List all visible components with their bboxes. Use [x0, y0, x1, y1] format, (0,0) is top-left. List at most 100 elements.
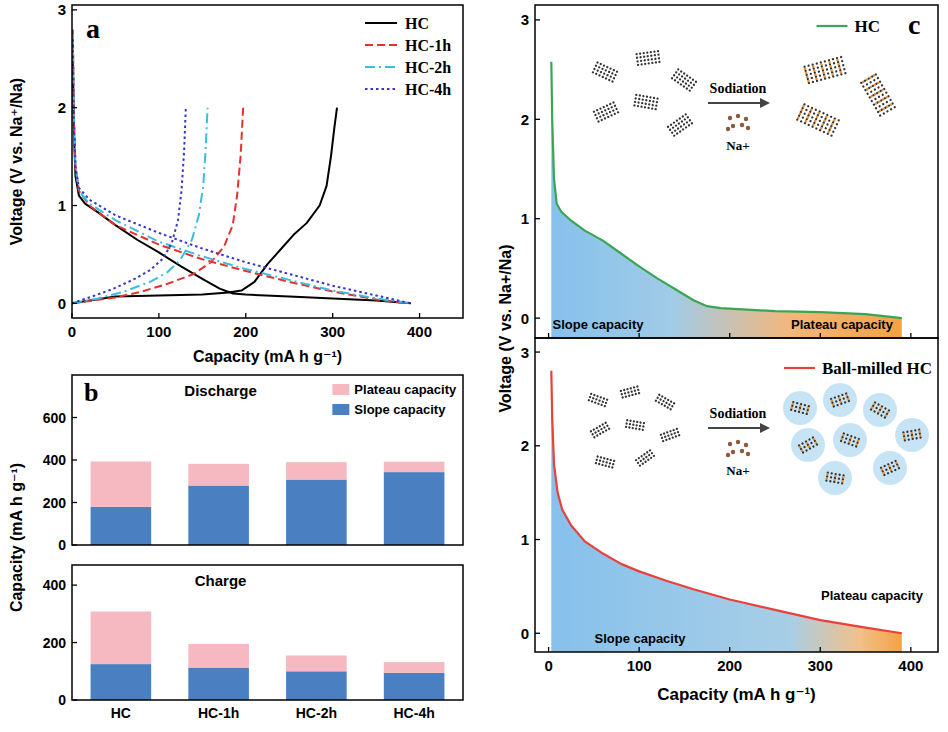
carbon-atom [647, 58, 650, 61]
carbon-atom [602, 64, 605, 67]
sei-halo [863, 393, 897, 427]
carbon-atom [868, 96, 871, 99]
carbon-atom [835, 123, 838, 126]
carbon-layers [625, 419, 646, 431]
carbon-atom [638, 392, 641, 395]
bar-segment [286, 462, 347, 479]
carbon-atom [664, 435, 667, 438]
carbon-atom [683, 72, 686, 75]
plot-frame [72, 375, 463, 545]
carbon-atom [595, 72, 598, 75]
legend-swatch [332, 404, 349, 415]
carbon-atom [843, 68, 846, 71]
carbon-atom [870, 408, 873, 411]
carbon-atom [593, 394, 596, 397]
carbon-atom [641, 462, 644, 465]
carbon-atom [608, 465, 611, 468]
carbon-atom [638, 98, 641, 101]
carbon-atom [876, 76, 879, 79]
carbon-atom [594, 401, 597, 404]
carbon-atom [607, 107, 610, 110]
carbon-atom [592, 110, 595, 113]
carbon-atom [825, 479, 828, 482]
carbon-atom [610, 114, 613, 117]
y-tick-label: 400 [43, 577, 67, 593]
carbon-atom [824, 77, 827, 80]
sodium-ion [731, 450, 735, 454]
carbon-atom [676, 127, 679, 130]
carbon-atom [642, 457, 645, 460]
carbon-atom [609, 103, 612, 106]
carbon-atom [596, 69, 599, 72]
carbon-atom [649, 100, 652, 103]
carbon-atom [639, 52, 642, 55]
carbon-layers [592, 101, 619, 123]
carbon-atom [670, 77, 673, 80]
carbon-layers [635, 50, 660, 66]
carbon-atom [667, 398, 670, 401]
carbon-atom [626, 419, 629, 422]
carbon-atom [608, 78, 611, 81]
carbon-atom [865, 83, 868, 86]
carbon-atom [666, 431, 669, 434]
carbon-atom [672, 402, 675, 405]
carbon-atom [638, 464, 641, 467]
carbon-atom [803, 404, 806, 407]
carbon-atom [845, 437, 848, 440]
carbon-atom [634, 97, 637, 100]
carbon-atom [819, 74, 822, 77]
carbon-atom [795, 406, 798, 409]
sei-halo [833, 423, 867, 457]
sodium-ion [740, 449, 744, 453]
carbon-atom [637, 64, 640, 67]
carbon-atom [890, 470, 893, 473]
carbon-atom [885, 91, 888, 94]
carbon-atom [658, 57, 661, 60]
carbon-atom [890, 108, 893, 111]
carbon-atom [679, 83, 682, 86]
x-tick-label: 300 [320, 323, 345, 340]
carbon-atom [646, 451, 649, 454]
carbon-atom [612, 463, 615, 466]
carbon-atom [625, 422, 628, 425]
carbon-atom [805, 413, 808, 416]
carbon-atom [605, 401, 608, 404]
carbon-atom [606, 66, 609, 69]
carbon-atom [604, 464, 607, 467]
carbon-atom [846, 433, 849, 436]
carbon-atom [840, 402, 843, 405]
carbon-atom [599, 115, 602, 118]
carbon-atom [656, 396, 659, 399]
carbon-layers [902, 428, 922, 441]
carbon-atom [803, 445, 806, 448]
carbon-atom [626, 388, 629, 391]
carbon-atom [591, 433, 594, 436]
carbon-atom [662, 400, 665, 403]
carbon-atom [594, 431, 597, 434]
carbon-atom [598, 425, 601, 428]
bar-segment [188, 668, 249, 700]
carbon-atom [635, 427, 638, 430]
carbon-atom [893, 106, 896, 109]
carbon-layers [790, 401, 811, 416]
carbon-atom [642, 95, 645, 98]
carbon-atom [673, 74, 676, 77]
carbon-atom [894, 468, 897, 471]
carbon-atom [652, 100, 655, 103]
carbon-layers [595, 455, 616, 469]
carbon-atom [840, 56, 843, 59]
carbon-atom [633, 104, 636, 107]
carbon-atom [596, 61, 599, 64]
carbon-atom [648, 453, 651, 456]
carbon-atom [643, 59, 646, 62]
carbon-atom [915, 437, 918, 440]
legend-swatch [365, 66, 397, 68]
carbon-atom [596, 109, 599, 112]
annotation: Sodiation [710, 406, 767, 421]
carbon-atom [624, 392, 627, 395]
y-tick-label: 1 [521, 531, 529, 548]
carbon-atom [606, 458, 609, 461]
carbon-layers [825, 471, 845, 484]
carbon-atom [675, 71, 678, 74]
carbon-atom [884, 407, 887, 410]
